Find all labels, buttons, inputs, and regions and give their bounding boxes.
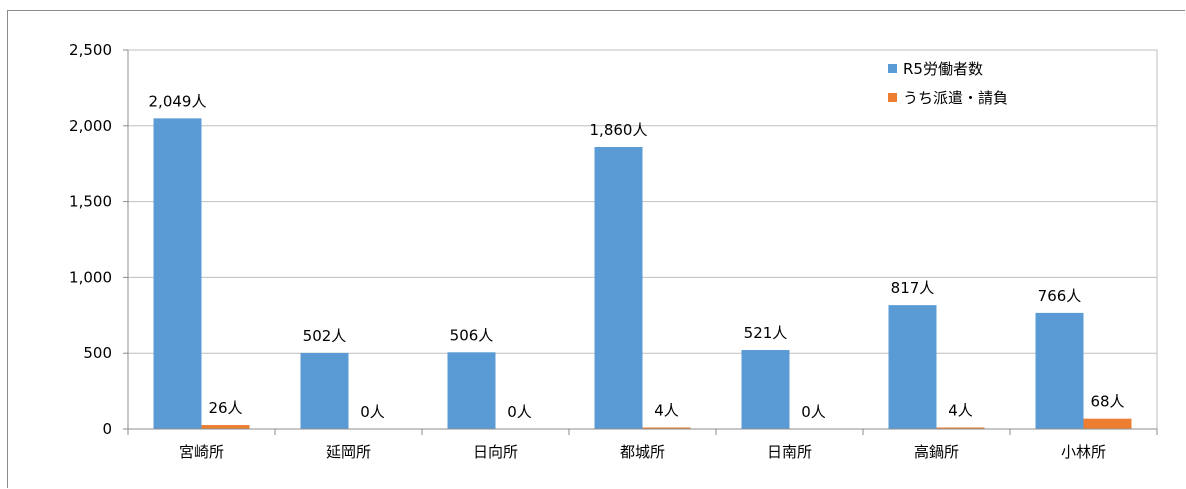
bar-workers bbox=[153, 118, 202, 430]
data-label: 502人 bbox=[303, 327, 347, 345]
x-tick-label: 小林所 bbox=[1061, 443, 1106, 461]
x-tick-label: 高鍋所 bbox=[914, 443, 959, 461]
data-label: 0人 bbox=[507, 403, 532, 421]
y-tick-label: 2,500 bbox=[69, 41, 112, 59]
data-label: 0人 bbox=[801, 403, 826, 421]
y-axis-ticks: 0 500 1,000 1,500 2,000 2,500 bbox=[69, 41, 128, 438]
data-label: 1,860人 bbox=[590, 121, 648, 139]
data-label: 506人 bbox=[450, 326, 494, 344]
bar-workers bbox=[888, 305, 937, 429]
x-tick-label: 都城所 bbox=[620, 443, 665, 461]
y-tick-label: 0 bbox=[102, 420, 112, 438]
x-tick-label: 日南所 bbox=[767, 443, 812, 461]
bar-workers bbox=[1035, 312, 1084, 429]
data-label: 4人 bbox=[948, 402, 973, 420]
legend-swatch bbox=[888, 64, 897, 73]
data-label: 766人 bbox=[1038, 287, 1082, 305]
bar-dispatch bbox=[1083, 418, 1132, 429]
data-label: 68人 bbox=[1090, 393, 1124, 411]
x-tick-label: 日向所 bbox=[473, 443, 518, 461]
data-label: 521人 bbox=[744, 324, 788, 342]
data-labels: 2,049人 26人 502人 0人 506人 0人 1,860人 4人 521人 0人 817人 4… bbox=[149, 92, 1125, 421]
y-tick-label: 1,500 bbox=[69, 193, 112, 211]
y-tick-label: 1,000 bbox=[69, 268, 112, 286]
data-label: 817人 bbox=[891, 279, 935, 297]
data-label: 0人 bbox=[360, 403, 385, 421]
bar-dispatch bbox=[201, 425, 250, 429]
data-label: 2,049人 bbox=[149, 92, 207, 110]
y-tick-label: 500 bbox=[83, 344, 112, 362]
x-tick-label: 延岡所 bbox=[326, 443, 371, 461]
legend-label: うち派遣・請負 bbox=[903, 89, 1008, 107]
bar-workers bbox=[300, 352, 349, 429]
y-tick-label: 2,000 bbox=[69, 117, 112, 135]
x-axis: 宮崎所 延岡所 日向所 都城所 日南所 高鍋所 小林所 bbox=[127, 49, 1158, 461]
bar-dispatch bbox=[642, 427, 691, 429]
bar-workers bbox=[741, 350, 790, 429]
legend-swatch bbox=[888, 93, 897, 102]
bar-workers bbox=[594, 147, 643, 430]
legend-label: R5労働者数 bbox=[903, 60, 983, 78]
chart-frame bbox=[7, 10, 1185, 488]
x-tick-label: 宮崎所 bbox=[179, 443, 224, 461]
data-label: 4人 bbox=[654, 402, 679, 420]
bar-dispatch bbox=[936, 427, 985, 429]
bars bbox=[153, 118, 1132, 430]
bar-workers bbox=[447, 352, 496, 429]
data-label: 26人 bbox=[208, 399, 242, 417]
